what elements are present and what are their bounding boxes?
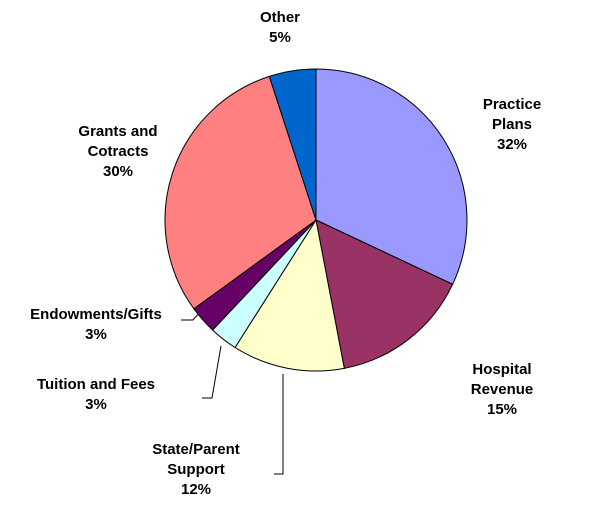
value-label: 5%: [269, 29, 291, 46]
slice-label: Practice Plans 32%: [474, 95, 551, 155]
category-label: Practice Plans: [482, 96, 542, 133]
value-label: 30%: [102, 163, 134, 180]
leader-line: [274, 374, 284, 475]
pie-slice: [234, 218, 345, 372]
category-label: Hospital Revenue: [470, 361, 534, 398]
slice-label: Tuition and Fees 3%: [37, 375, 155, 415]
value-label: 15%: [486, 401, 518, 418]
slice-label: Other 5%: [260, 8, 300, 48]
category-label: Endowments/Gifts: [30, 306, 162, 323]
pie-slice: [315, 68, 468, 285]
value-label: 32%: [496, 136, 528, 153]
category-label: Tuition and Fees: [36, 376, 156, 393]
category-label: Grants and Cotracts: [78, 123, 158, 160]
value-label: 3%: [85, 396, 107, 413]
pie-slice: [268, 68, 317, 221]
category-label: State/Parent Support: [152, 441, 240, 478]
value-label: 12%: [180, 481, 212, 498]
leader-line: [202, 345, 222, 399]
value-label: 3%: [85, 326, 107, 343]
pie-slice: [164, 75, 317, 310]
slice-label: State/Parent Support 12%: [141, 440, 251, 500]
pie-slice: [315, 219, 454, 369]
slice-label: Endowments/Gifts 3%: [30, 305, 162, 345]
leader-line: [181, 311, 201, 321]
slice-label: Hospital Revenue 15%: [459, 360, 546, 420]
category-label: Other: [259, 9, 301, 26]
slice-label: Grants and Cotracts 30%: [63, 122, 173, 182]
